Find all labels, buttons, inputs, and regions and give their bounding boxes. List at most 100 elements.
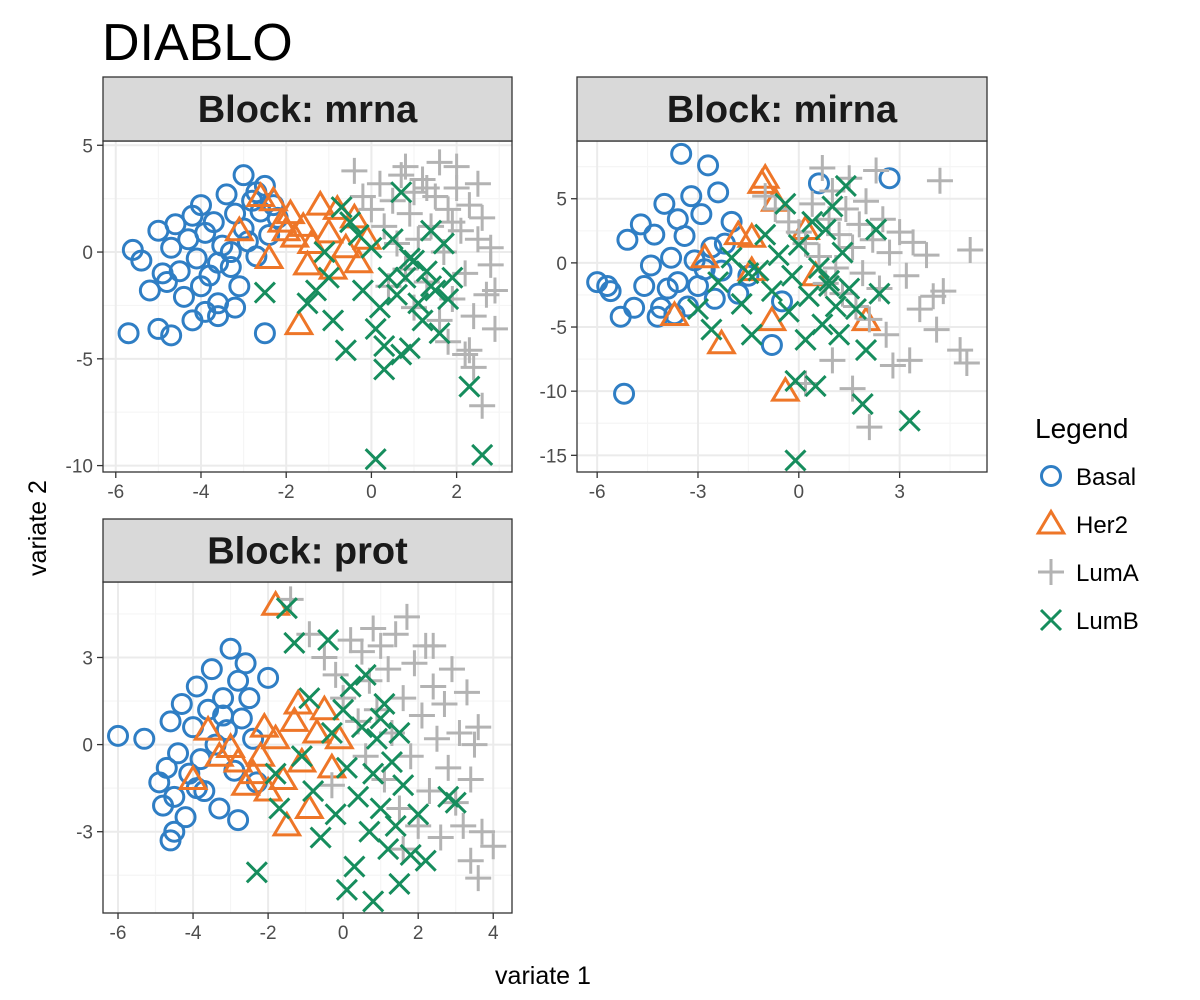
point-her2 [248, 711, 280, 738]
x-axis-title: variate 1 [495, 962, 591, 990]
point-luma [420, 673, 447, 700]
point-basal [633, 274, 656, 297]
point-lumb [804, 374, 827, 398]
point-basal [623, 296, 646, 319]
point-lumb [320, 721, 343, 745]
point-luma [836, 165, 863, 192]
panel-title: Block: prot [207, 531, 408, 573]
point-luma [450, 812, 477, 839]
point-her2 [177, 763, 209, 790]
point-lumb [730, 292, 753, 315]
panel-background [103, 582, 512, 913]
point-lumb [781, 264, 804, 287]
point-basal [253, 322, 276, 345]
point-luma [886, 219, 913, 246]
point-basal [596, 274, 619, 297]
point-lumb [865, 218, 888, 241]
point-luma [876, 239, 903, 266]
point-basal [660, 246, 683, 269]
point-lumb [385, 283, 409, 306]
point-her2 [769, 375, 801, 402]
x-tick-label: -2 [278, 482, 295, 503]
x-tick-label: 4 [488, 923, 499, 944]
point-lumb [339, 675, 362, 698]
point-lumb [313, 240, 336, 264]
x-tick-label: -4 [185, 923, 202, 944]
point-basal [613, 382, 636, 405]
point-luma [341, 157, 368, 184]
point-basal [693, 258, 716, 281]
point-luma [839, 375, 866, 402]
point-lumb [283, 631, 306, 655]
panel-2: Block: mirna -6 -3 0 3 -15 -10 -5 0 5 [540, 76, 988, 503]
axes: -6 -4 -2 0 2 -10 -5 0 5 [66, 136, 462, 503]
point-her2 [203, 740, 235, 767]
point-basal [707, 181, 730, 204]
point-luma [879, 352, 906, 379]
legend-key-her2 [1035, 508, 1067, 535]
x-tick-label: -2 [260, 923, 277, 944]
point-luma [469, 204, 496, 231]
strip-background [102, 518, 513, 583]
series-basal [107, 637, 280, 852]
point-lumb [365, 727, 388, 750]
point-basal [160, 236, 183, 259]
point-her2 [271, 810, 303, 837]
point-lumb [347, 785, 370, 808]
point-luma [382, 621, 409, 648]
point-lumb [317, 266, 340, 289]
point-lumb [411, 309, 434, 332]
point-luma [435, 196, 462, 223]
point-luma [839, 234, 866, 261]
legend-title: Legend [1035, 413, 1128, 444]
point-luma [849, 260, 876, 287]
point-basal [164, 213, 187, 236]
point-her2 [258, 185, 289, 212]
point-lumb [381, 228, 404, 251]
point-luma [438, 656, 465, 683]
panel-1: Block: mrna -6 -4 -2 0 2 -10 -5 0 5 [66, 76, 513, 503]
point-lumb [821, 195, 844, 218]
point-luma [405, 812, 432, 839]
point-lumb [784, 449, 807, 472]
point-luma [893, 262, 920, 289]
point-lumb [854, 339, 878, 362]
point-lumb [388, 721, 411, 745]
point-basal [257, 666, 280, 689]
point-her2 [324, 723, 355, 750]
point-lumb [784, 369, 807, 392]
point-luma [842, 293, 869, 320]
point-luma [393, 603, 420, 630]
point-lumb [298, 687, 321, 710]
point-luma [311, 644, 338, 671]
x-tick-label: -3 [690, 482, 707, 503]
point-her2 [659, 300, 690, 326]
point-basal [224, 296, 247, 319]
point-lumb [754, 223, 777, 246]
point-basal [194, 300, 217, 323]
point-luma [296, 621, 323, 648]
point-basal [215, 183, 238, 206]
point-lumb [441, 266, 464, 289]
y-tick-label: -10 [540, 382, 567, 403]
point-basal [138, 279, 161, 302]
point-luma [322, 661, 349, 688]
point-lumb [351, 279, 374, 302]
x-tick-label: 0 [794, 482, 805, 503]
point-lumb [380, 750, 403, 774]
point-lumb [377, 838, 400, 861]
point-basal [232, 164, 255, 187]
point-basal [207, 251, 230, 274]
series-luma [752, 154, 984, 441]
point-lumb [296, 292, 319, 315]
point-her2 [267, 763, 299, 790]
legend-label: Basal [1076, 464, 1136, 491]
point-basal [107, 724, 130, 747]
point-basal [666, 271, 689, 294]
point-lumb [339, 211, 362, 234]
y-tick-label: -5 [550, 318, 567, 339]
point-her2 [330, 232, 362, 259]
point-luma [456, 337, 483, 364]
point-basal [212, 704, 235, 727]
point-basal [117, 322, 140, 345]
